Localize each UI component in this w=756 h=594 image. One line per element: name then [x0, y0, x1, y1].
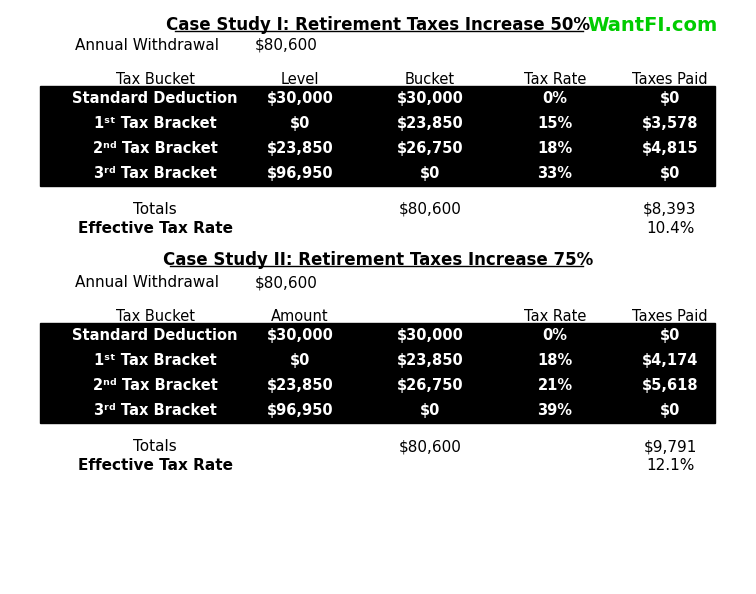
Text: $4,815: $4,815 [642, 141, 699, 156]
Text: Taxes Paid: Taxes Paid [632, 309, 708, 324]
Text: $23,850: $23,850 [267, 378, 333, 393]
Text: $0: $0 [290, 353, 310, 368]
Text: Taxes Paid: Taxes Paid [632, 72, 708, 87]
Text: $4,174: $4,174 [642, 353, 699, 368]
Text: Tax Bucket: Tax Bucket [116, 72, 194, 87]
Text: $26,750: $26,750 [397, 141, 463, 156]
Text: 33%: 33% [538, 166, 572, 181]
Text: 12.1%: 12.1% [646, 458, 694, 473]
Text: Amount: Amount [271, 309, 329, 324]
Text: $96,950: $96,950 [267, 403, 333, 418]
Text: $26,750: $26,750 [397, 378, 463, 393]
Text: $3,578: $3,578 [642, 116, 699, 131]
Text: $9,791: $9,791 [643, 439, 697, 454]
Text: 18%: 18% [538, 353, 572, 368]
Text: $0: $0 [290, 116, 310, 131]
Text: $80,600: $80,600 [255, 275, 318, 290]
Text: $80,600: $80,600 [398, 202, 461, 217]
Text: Tax Rate: Tax Rate [524, 72, 586, 87]
Text: Effective Tax Rate: Effective Tax Rate [78, 458, 233, 473]
Text: 1ˢᵗ Tax Bracket: 1ˢᵗ Tax Bracket [94, 116, 216, 131]
Text: $80,600: $80,600 [398, 439, 461, 454]
Text: $80,600: $80,600 [255, 38, 318, 53]
FancyBboxPatch shape [40, 323, 715, 423]
Text: Annual Withdrawal: Annual Withdrawal [75, 275, 219, 290]
Text: $0: $0 [420, 166, 440, 181]
Text: Level: Level [280, 72, 319, 87]
Text: $0: $0 [660, 403, 680, 418]
Text: $30,000: $30,000 [397, 328, 463, 343]
Text: 1ˢᵗ Tax Bracket: 1ˢᵗ Tax Bracket [94, 353, 216, 368]
Text: 0%: 0% [543, 91, 568, 106]
Text: 2ⁿᵈ Tax Bracket: 2ⁿᵈ Tax Bracket [92, 378, 218, 393]
Text: $0: $0 [660, 166, 680, 181]
Text: Standard Deduction: Standard Deduction [73, 328, 237, 343]
Text: $23,850: $23,850 [397, 116, 463, 131]
Text: 18%: 18% [538, 141, 572, 156]
Text: 10.4%: 10.4% [646, 221, 694, 236]
Text: Bucket: Bucket [405, 72, 455, 87]
Text: Effective Tax Rate: Effective Tax Rate [78, 221, 233, 236]
Text: $5,618: $5,618 [642, 378, 699, 393]
Text: $30,000: $30,000 [397, 91, 463, 106]
Text: 3ʳᵈ Tax Bracket: 3ʳᵈ Tax Bracket [94, 403, 216, 418]
Text: $0: $0 [660, 91, 680, 106]
Text: Totals: Totals [133, 439, 177, 454]
Text: $30,000: $30,000 [267, 91, 333, 106]
Text: $8,393: $8,393 [643, 202, 697, 217]
Text: 0%: 0% [543, 328, 568, 343]
Text: $0: $0 [420, 403, 440, 418]
Text: 2ⁿᵈ Tax Bracket: 2ⁿᵈ Tax Bracket [92, 141, 218, 156]
Text: 3ʳᵈ Tax Bracket: 3ʳᵈ Tax Bracket [94, 166, 216, 181]
Text: Tax Bucket: Tax Bucket [116, 309, 194, 324]
Text: 39%: 39% [538, 403, 572, 418]
Text: Case Study II: Retirement Taxes Increase 75%: Case Study II: Retirement Taxes Increase… [163, 251, 593, 269]
Text: $23,850: $23,850 [397, 353, 463, 368]
Text: $0: $0 [660, 328, 680, 343]
Text: Totals: Totals [133, 202, 177, 217]
Text: 21%: 21% [538, 378, 572, 393]
Text: $23,850: $23,850 [267, 141, 333, 156]
Text: 15%: 15% [538, 116, 572, 131]
Text: $30,000: $30,000 [267, 328, 333, 343]
Text: Annual Withdrawal: Annual Withdrawal [75, 38, 219, 53]
FancyBboxPatch shape [40, 86, 715, 186]
Text: $96,950: $96,950 [267, 166, 333, 181]
Text: Case Study I: Retirement Taxes Increase 50%: Case Study I: Retirement Taxes Increase … [166, 16, 590, 34]
Text: WantFI.com: WantFI.com [587, 16, 718, 35]
Text: Tax Rate: Tax Rate [524, 309, 586, 324]
Text: Standard Deduction: Standard Deduction [73, 91, 237, 106]
